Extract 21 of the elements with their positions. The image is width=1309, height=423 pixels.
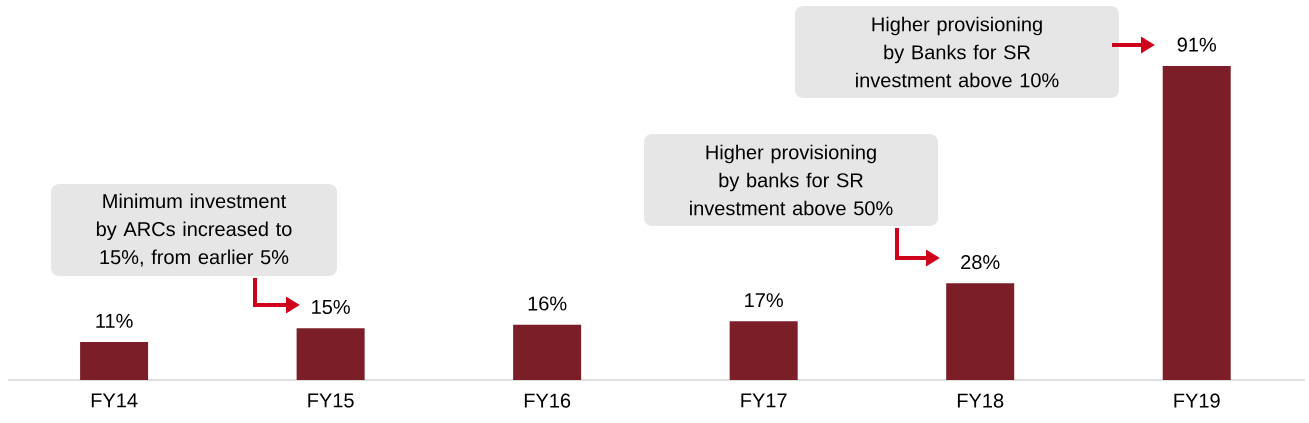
data-label: 16% bbox=[528, 296, 567, 311]
x-tick-label: FY19 bbox=[1174, 393, 1220, 408]
annotation: Minimum investment by ARCs increased to 15%, from earlier 5% bbox=[96, 193, 292, 267]
bar bbox=[729, 321, 798, 380]
data-label: 91% bbox=[1177, 37, 1217, 52]
data-label: 17% bbox=[745, 293, 783, 308]
annotation: Higher provisioning by banks for SR investment above 50% bbox=[690, 144, 893, 216]
x-tick-label: FY14 bbox=[91, 393, 138, 408]
x-tick-label: FY17 bbox=[741, 393, 787, 408]
data-label: 15% bbox=[312, 299, 350, 315]
bar bbox=[946, 283, 1015, 380]
data-label: 11% bbox=[96, 313, 133, 328]
x-tick-label: FY16 bbox=[524, 393, 571, 408]
x-tick-label: FY18 bbox=[957, 393, 1004, 408]
x-tick-label: FY15 bbox=[308, 393, 354, 408]
annotation: Higher provisioning by Banks for SR investment above 10% bbox=[856, 16, 1059, 88]
bar bbox=[296, 328, 365, 380]
bar bbox=[513, 324, 582, 380]
data-label: 28% bbox=[961, 255, 1000, 270]
bar bbox=[80, 342, 149, 380]
bar bbox=[1162, 65, 1231, 380]
